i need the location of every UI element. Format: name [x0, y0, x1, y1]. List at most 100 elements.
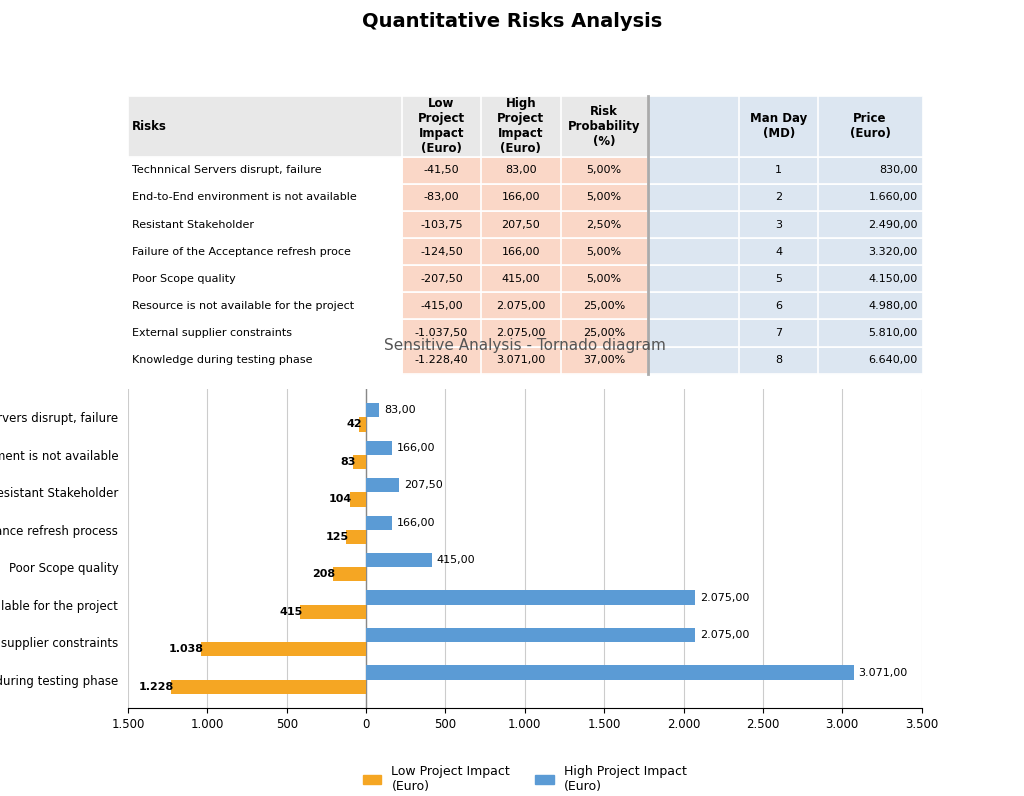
Text: 1: 1 [775, 166, 782, 175]
Bar [128, 346, 401, 373]
Text: 207,50: 207,50 [502, 220, 541, 229]
Text: 166,00: 166,00 [397, 443, 435, 453]
Bar [401, 319, 648, 346]
Bar [367, 441, 392, 455]
Bar [128, 319, 401, 346]
Text: 2.075,00: 2.075,00 [497, 328, 546, 338]
Text: 3.320,00: 3.320,00 [868, 247, 918, 256]
Text: 5: 5 [775, 274, 782, 283]
Text: 6.640,00: 6.640,00 [868, 355, 918, 365]
Bar [401, 346, 648, 373]
Bar [648, 96, 922, 157]
Legend: Low Project Impact
(Euro), High Project Impact
(Euro): Low Project Impact (Euro), High Project … [357, 760, 692, 796]
Text: 5,00%: 5,00% [587, 247, 622, 256]
Bar [367, 665, 854, 680]
Bar [648, 319, 922, 346]
Text: 125: 125 [326, 532, 349, 542]
Text: Risk
Probability
(%): Risk Probability (%) [568, 104, 640, 147]
Text: 166,00: 166,00 [502, 193, 540, 202]
Text: -1.228,40: -1.228,40 [415, 355, 468, 365]
Text: 25,00%: 25,00% [583, 328, 626, 338]
Bar [401, 238, 648, 265]
Text: Poor Scope quality: Poor Scope quality [132, 274, 236, 283]
Bar [128, 184, 401, 211]
Bar [367, 628, 695, 642]
Text: -83,00: -83,00 [424, 193, 460, 202]
Text: 83,00: 83,00 [505, 166, 537, 175]
Text: 5.810,00: 5.810,00 [868, 328, 918, 338]
Text: 2.075,00: 2.075,00 [700, 592, 750, 603]
Text: 208: 208 [312, 569, 336, 579]
Text: 2: 2 [775, 193, 782, 202]
Text: 207,50: 207,50 [403, 480, 442, 490]
Bar [300, 605, 367, 619]
Bar [648, 265, 922, 292]
Bar [367, 553, 432, 568]
Text: Technnical Servers disrupt, failure: Technnical Servers disrupt, failure [132, 166, 322, 175]
Text: Risks: Risks [132, 119, 167, 133]
Text: 37,00%: 37,00% [583, 355, 626, 365]
Bar [367, 516, 392, 530]
Text: 166,00: 166,00 [397, 517, 435, 528]
Text: 2,50%: 2,50% [587, 220, 622, 229]
Text: 166,00: 166,00 [502, 247, 540, 256]
Bar [401, 157, 648, 184]
Bar [128, 96, 648, 157]
Text: -207,50: -207,50 [420, 274, 463, 283]
Text: Low
Project
Impact
(Euro): Low Project Impact (Euro) [418, 97, 465, 155]
Text: Price
(Euro): Price (Euro) [850, 112, 891, 140]
Text: 2.490,00: 2.490,00 [868, 220, 918, 229]
Text: 5,00%: 5,00% [587, 193, 622, 202]
Text: 6: 6 [775, 301, 782, 311]
Bar [128, 157, 401, 184]
Bar [648, 184, 922, 211]
Text: 83: 83 [340, 457, 355, 467]
Bar [353, 455, 367, 469]
Text: 4.980,00: 4.980,00 [868, 301, 918, 311]
Bar [401, 211, 648, 238]
Text: 830,00: 830,00 [879, 166, 918, 175]
Bar [359, 417, 367, 431]
Text: 1.228: 1.228 [138, 682, 173, 692]
Bar [171, 680, 367, 694]
Text: End-to-End environment is not available: End-to-End environment is not available [132, 193, 356, 202]
Bar [648, 211, 922, 238]
Text: 415,00: 415,00 [502, 274, 540, 283]
Bar [401, 292, 648, 319]
Text: 1.038: 1.038 [169, 644, 204, 654]
Bar [128, 265, 401, 292]
Text: -124,50: -124,50 [420, 247, 463, 256]
Bar [128, 238, 401, 265]
Text: 5,00%: 5,00% [587, 274, 622, 283]
Bar [349, 492, 367, 506]
Bar [648, 238, 922, 265]
Text: 5,00%: 5,00% [587, 166, 622, 175]
Text: 3: 3 [775, 220, 782, 229]
Text: 1.660,00: 1.660,00 [868, 193, 918, 202]
Bar [648, 292, 922, 319]
Text: 3.071,00: 3.071,00 [858, 668, 907, 677]
Text: 83,00: 83,00 [384, 405, 416, 416]
Bar [367, 591, 695, 605]
Text: 42: 42 [346, 419, 361, 430]
Bar [128, 292, 401, 319]
Text: Knowledge during testing phase: Knowledge during testing phase [132, 355, 312, 365]
Text: High
Project
Impact
(Euro): High Project Impact (Euro) [498, 97, 545, 155]
Text: 7: 7 [775, 328, 782, 338]
Text: -415,00: -415,00 [420, 301, 463, 311]
Bar [648, 346, 922, 373]
Text: 2.075,00: 2.075,00 [497, 301, 546, 311]
Bar [202, 642, 367, 657]
Text: 104: 104 [329, 494, 352, 505]
Text: 415: 415 [280, 607, 303, 617]
Title: Sensitive Analysis - Tornado diagram: Sensitive Analysis - Tornado diagram [384, 338, 666, 353]
Text: -103,75: -103,75 [420, 220, 463, 229]
Bar [648, 157, 922, 184]
Text: Failure of the Acceptance refresh proce: Failure of the Acceptance refresh proce [132, 247, 351, 256]
Text: 8: 8 [775, 355, 782, 365]
Bar [333, 568, 367, 582]
Text: 2.075,00: 2.075,00 [700, 630, 750, 640]
Text: 4.150,00: 4.150,00 [868, 274, 918, 283]
Text: Resistant Stakeholder: Resistant Stakeholder [132, 220, 254, 229]
Text: Quantitative Risks Analysis: Quantitative Risks Analysis [361, 12, 663, 31]
